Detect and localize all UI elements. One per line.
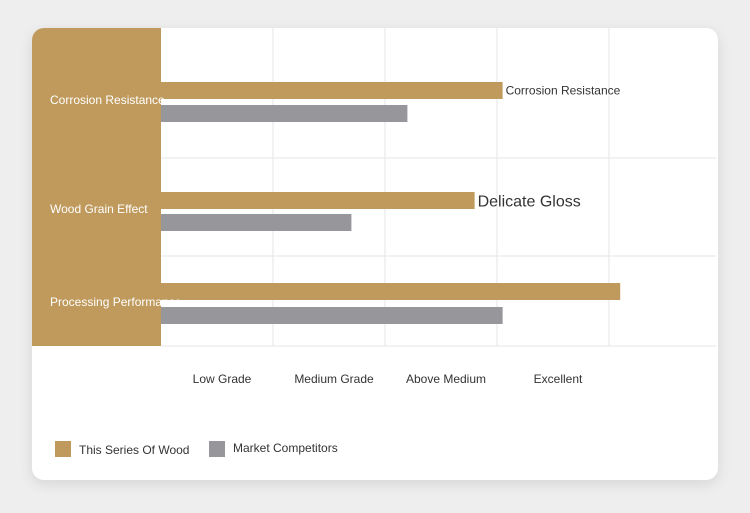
legend-swatch-brand: [55, 441, 71, 457]
data-annotation: Delicate Gloss: [478, 194, 581, 211]
data-annotation: Corrosion Resistance: [506, 84, 621, 98]
x-tick-label: Above Medium: [406, 372, 486, 386]
bar-market-competitors: [161, 105, 408, 122]
legend-label-brand: This Series Of Wood: [79, 443, 190, 457]
category-label: Processing Performance: [50, 295, 182, 309]
bar-this-series: [161, 283, 621, 300]
category-label: Corrosion Resistance: [50, 93, 165, 107]
category-panel: [32, 28, 161, 346]
bar-market-competitors: [161, 214, 352, 231]
category-label: Wood Grain Effect: [50, 202, 148, 216]
x-tick-label: Excellent: [534, 372, 583, 386]
bar-this-series: [161, 82, 503, 99]
x-tick-label: Low Grade: [193, 372, 252, 386]
chart-card: Corrosion Resistance Wood Grain Effect Pro…: [32, 28, 718, 480]
bar-this-series: [161, 192, 475, 209]
legend-swatch-competitor: [209, 441, 225, 457]
bar-market-competitors: [161, 307, 503, 324]
x-tick-label: Medium Grade: [294, 372, 374, 386]
legend-label-competitor: Market Competitors: [233, 441, 338, 455]
bar-chart: Corrosion Resistance Wood Grain Effect Pro…: [50, 28, 716, 386]
